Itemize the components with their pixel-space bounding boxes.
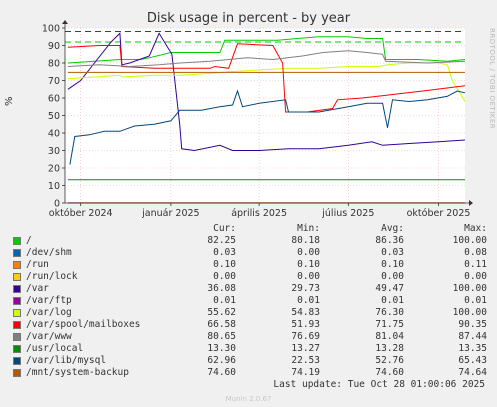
- y-tick-label: 50: [48, 111, 60, 122]
- x-axis-arrow: [469, 200, 473, 206]
- series-line-8: [67, 50, 466, 68]
- x-tick-label: július 2025: [321, 208, 374, 219]
- y-tick-label: 70: [48, 76, 60, 87]
- x-tick-label: október 2024: [49, 208, 113, 219]
- y-tick-label: 60: [48, 94, 60, 105]
- y-axis-label: %: [4, 96, 15, 106]
- y-tick-label: 30: [48, 146, 60, 157]
- x-tick-label: október 2025: [407, 208, 471, 219]
- chart-title: Disk usage in percent - by year: [146, 11, 351, 26]
- thresholds: [65, 31, 465, 43]
- series-line-10: [69, 89, 466, 165]
- y-tick-label: 40: [48, 129, 60, 140]
- y-axis-arrow: [62, 20, 68, 24]
- y-tick-label: 0: [54, 199, 60, 210]
- y-tick-label: 10: [48, 181, 60, 192]
- series-line-4: [67, 32, 466, 152]
- y-tick-label: 80: [48, 59, 60, 70]
- grid: [65, 27, 465, 203]
- axes: 0 10 20 30 40 50 60 70 80 90 100 október 2024 január…: [42, 20, 473, 219]
- x-tick-label: április 2025: [231, 208, 287, 219]
- y-tick-label: 20: [48, 164, 60, 175]
- munin-footer: Munin 2.0.67: [225, 395, 272, 403]
- y-tick-label: 90: [48, 41, 60, 52]
- side-watermark: RRDTOOL / TOBI OETIKER: [488, 28, 496, 130]
- x-tick-label: január 2025: [141, 208, 199, 219]
- y-tick-label: 100: [42, 24, 60, 35]
